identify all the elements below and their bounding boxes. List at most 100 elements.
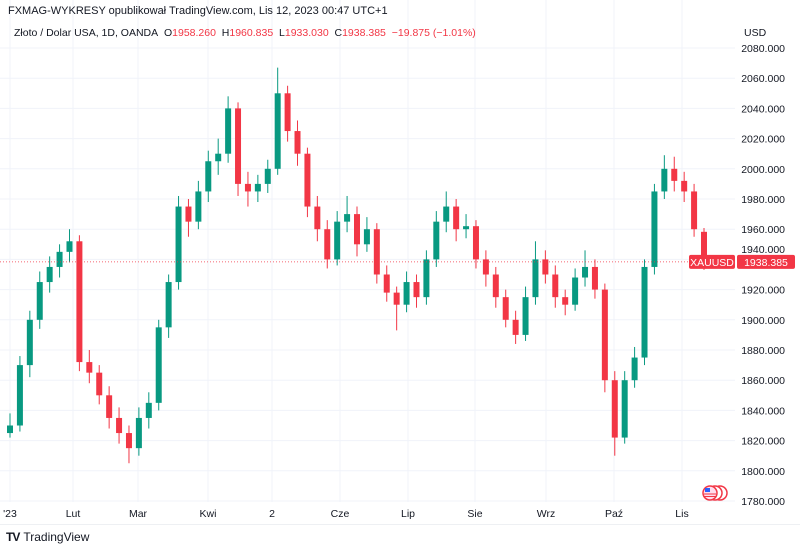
y-tick-label: 1880.000 [741,345,785,357]
candle-body [145,402,152,418]
candle-body [334,221,341,260]
candle [572,268,579,311]
candlestick-chart[interactable]: 2080.000 2060.000 2040.000 2020.000 2000.000… [0,0,800,524]
candle [403,271,410,313]
x-tick-label: Wrz [536,508,556,520]
candle [463,214,470,239]
candle-body [463,226,470,230]
candle [215,138,222,175]
candle [26,310,33,378]
candle-body [631,357,638,381]
y-tick-label: 2000.000 [741,164,785,176]
candle [453,199,460,242]
candle-body [472,226,479,260]
candle [502,289,509,328]
x-tick-label: Lut [65,508,81,520]
candle-body [542,259,549,275]
candle-body [244,183,251,192]
candle-body [621,380,628,438]
candle [383,265,390,302]
y-tick-label: 1820.000 [741,436,785,448]
grid [0,0,735,502]
candle-body [562,297,569,305]
candle-body [403,282,410,305]
candle [373,223,380,284]
candle-body [314,206,321,230]
candle-body [433,221,440,260]
candle [244,171,251,207]
candle-body [572,277,579,305]
candle [235,102,242,196]
candle-body [76,241,83,363]
candle [254,174,261,203]
candle [492,266,499,308]
x-tick-label: Lip [400,508,416,520]
candle [195,180,202,230]
candle [413,274,420,308]
candle [393,286,400,331]
candle-body [155,327,162,403]
candle [354,206,360,257]
tradingview-brand: TV TradingView [6,530,89,544]
candle [532,241,539,305]
y-tick-label: 1960.000 [741,224,785,236]
candle [542,250,549,284]
candle [691,183,698,237]
candle-body [125,433,132,449]
candle [443,191,450,233]
y-tick-label: 1920.000 [741,285,785,297]
divider [0,524,800,525]
candle [86,350,93,384]
candle-body [681,180,688,192]
candle [16,356,23,432]
us-flag-event-icon[interactable] [702,485,728,501]
candles [7,67,707,464]
close-label: C [334,27,343,39]
candle-body [532,259,539,298]
open-value: 1958.260 [172,27,216,39]
x-tick-label: Paź [604,508,624,520]
y-tick-label: 1800.000 [741,466,785,478]
candle-body [611,380,618,438]
candle-body [36,282,43,320]
change-value: −19.875 (−1.01%) [391,27,476,39]
close-value: 1938.385 [342,27,386,39]
candle-body [185,206,192,222]
candle-body [651,191,658,267]
price-axis[interactable]: 2080.000 2060.000 2040.000 2020.000 2000.000… [741,43,785,508]
candle [681,171,688,203]
candle-body [96,372,103,396]
candle-body [264,168,271,184]
candle-body [175,206,182,283]
candle-body [701,231,707,262]
candle [76,235,83,372]
candle-body [502,297,509,320]
candle-body [344,214,351,222]
candle [562,289,569,316]
candle-body [235,108,242,184]
candle [591,259,598,299]
candle [284,85,291,142]
candle-body [16,365,23,426]
x-tick-label: '23 [3,508,17,520]
candle [304,147,311,218]
candle [96,365,103,405]
candle-body [106,395,113,418]
candle [334,211,341,266]
candle-body [373,229,380,275]
currency-label[interactable]: USD [744,27,767,39]
candle-body [591,266,598,290]
candle [125,425,132,464]
candle-body [641,266,648,358]
candle-body [354,214,360,245]
candle-body [661,168,668,192]
candle [601,283,608,393]
candle [294,120,301,166]
x-tick-label: Sie [467,508,483,520]
y-tick-label: 1780.000 [741,496,785,508]
candle [274,67,281,175]
x-tick-label: 2 [269,508,275,520]
candle [631,346,638,388]
y-tick-label: 1900.000 [741,315,785,327]
candle [165,274,172,338]
